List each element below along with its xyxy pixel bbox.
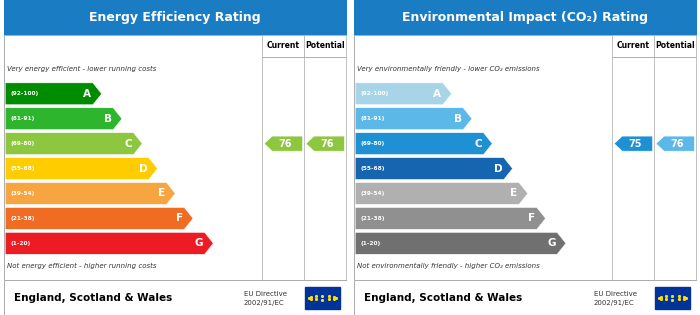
Polygon shape <box>5 158 158 180</box>
Text: EU Directive: EU Directive <box>594 290 636 296</box>
Text: Environmental Impact (CO₂) Rating: Environmental Impact (CO₂) Rating <box>402 11 648 24</box>
Polygon shape <box>5 182 175 204</box>
Text: B: B <box>454 114 462 124</box>
Text: B: B <box>104 114 112 124</box>
Polygon shape <box>355 158 512 180</box>
Text: (81-91): (81-91) <box>10 116 35 121</box>
Text: Energy Efficiency Rating: Energy Efficiency Rating <box>89 11 261 24</box>
Polygon shape <box>355 208 545 229</box>
Text: (92-100): (92-100) <box>360 91 388 96</box>
Bar <box>305 287 340 309</box>
Text: F: F <box>528 213 536 223</box>
Text: Potential: Potential <box>305 41 345 50</box>
Text: (55-68): (55-68) <box>360 166 385 171</box>
Text: Not environmentally friendly - higher CO₂ emissions: Not environmentally friendly - higher CO… <box>357 263 540 269</box>
Text: (39-54): (39-54) <box>360 191 385 196</box>
Text: (1-20): (1-20) <box>10 241 31 246</box>
Text: 75: 75 <box>628 139 642 149</box>
Text: 2002/91/EC: 2002/91/EC <box>244 300 284 306</box>
Polygon shape <box>306 136 344 151</box>
Text: EU Directive: EU Directive <box>244 290 286 296</box>
Text: (69-80): (69-80) <box>360 141 384 146</box>
Text: 76: 76 <box>278 139 292 149</box>
Polygon shape <box>5 108 122 130</box>
Text: England, Scotland & Wales: England, Scotland & Wales <box>364 293 522 303</box>
Text: Potential: Potential <box>655 41 695 50</box>
Text: 2002/91/EC: 2002/91/EC <box>594 300 634 306</box>
Polygon shape <box>656 136 694 151</box>
Polygon shape <box>355 108 472 130</box>
Text: (21-38): (21-38) <box>360 216 385 221</box>
Text: (55-68): (55-68) <box>10 166 35 171</box>
Text: D: D <box>139 163 147 174</box>
Polygon shape <box>5 208 193 229</box>
Text: C: C <box>125 139 132 149</box>
Text: 76: 76 <box>320 139 333 149</box>
Text: A: A <box>83 89 92 99</box>
Text: Very energy efficient - lower running costs: Very energy efficient - lower running co… <box>7 66 156 72</box>
Polygon shape <box>264 136 302 151</box>
Text: (21-38): (21-38) <box>10 216 35 221</box>
Bar <box>262 35 304 57</box>
Polygon shape <box>355 182 528 204</box>
Text: C: C <box>475 139 482 149</box>
Text: England, Scotland & Wales: England, Scotland & Wales <box>14 293 172 303</box>
Text: (39-54): (39-54) <box>10 191 35 196</box>
Bar <box>612 35 654 57</box>
Text: G: G <box>195 238 203 248</box>
Bar <box>654 35 696 57</box>
Text: A: A <box>433 89 442 99</box>
Text: Current: Current <box>617 41 650 50</box>
Text: Very environmentally friendly - lower CO₂ emissions: Very environmentally friendly - lower CO… <box>357 66 540 72</box>
Text: (1-20): (1-20) <box>360 241 381 246</box>
Polygon shape <box>355 232 566 254</box>
Text: E: E <box>158 188 165 198</box>
Text: D: D <box>494 163 503 174</box>
Text: G: G <box>547 238 556 248</box>
Polygon shape <box>5 133 142 155</box>
Text: E: E <box>510 188 517 198</box>
Polygon shape <box>5 83 102 105</box>
Text: Current: Current <box>267 41 300 50</box>
Polygon shape <box>5 232 214 254</box>
Bar <box>655 287 690 309</box>
Text: 76: 76 <box>670 139 683 149</box>
Text: (92-100): (92-100) <box>10 91 38 96</box>
Text: (81-91): (81-91) <box>360 116 385 121</box>
Text: F: F <box>176 213 183 223</box>
Text: Not energy efficient - higher running costs: Not energy efficient - higher running co… <box>7 263 156 269</box>
Polygon shape <box>614 136 652 151</box>
Bar <box>304 35 346 57</box>
Polygon shape <box>355 133 492 155</box>
Text: (69-80): (69-80) <box>10 141 34 146</box>
Polygon shape <box>355 83 452 105</box>
